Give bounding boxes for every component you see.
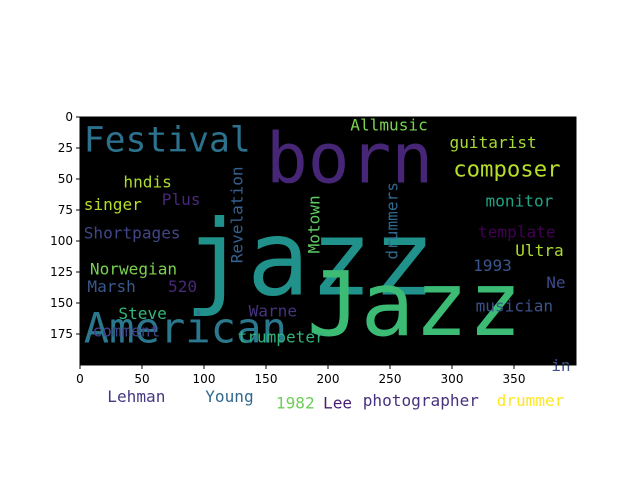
word-steve: Steve — [118, 304, 166, 323]
y-tick-label: 100 — [50, 234, 73, 248]
y-axis: 0 25 50 75 100 125 150 175 — [50, 110, 80, 341]
word-ultra: Ultra — [515, 241, 563, 260]
word-musician: musician — [476, 297, 554, 316]
word-1982: 1982 — [276, 393, 315, 412]
y-tick-label: 125 — [50, 265, 73, 279]
x-tick-label: 350 — [503, 372, 526, 386]
y-tick-label: 0 — [65, 110, 73, 124]
word-trumpeter: trumpeter — [238, 328, 326, 347]
word-shortpages: Shortpages — [84, 224, 181, 243]
x-tick-label: 200 — [317, 372, 340, 386]
word-lee: Lee — [323, 393, 352, 412]
x-tick-label: 50 — [134, 372, 149, 386]
word-motown: Motown — [304, 195, 323, 253]
word-american: American — [84, 304, 287, 353]
x-tick-label: 150 — [255, 372, 278, 386]
word-festival: Festival — [84, 121, 251, 161]
word-born: born — [266, 120, 433, 200]
x-tick-label: 100 — [193, 372, 216, 386]
word-guitarist: guitarist — [450, 133, 537, 152]
x-tick-label: 300 — [441, 372, 464, 386]
x-tick-label: 250 — [379, 372, 402, 386]
word-revelation: Revelation — [227, 166, 246, 263]
word-jazz: jazz — [184, 197, 435, 319]
y-tick-label: 175 — [50, 327, 73, 341]
word-warne: Warne — [249, 302, 297, 321]
word-ne: Ne — [546, 273, 565, 292]
y-tick-label: 25 — [58, 141, 73, 155]
word-photographer: photographer — [363, 391, 480, 410]
word-in: in — [551, 356, 570, 375]
word-singer: singer — [84, 195, 142, 214]
x-axis: 0 50 100 150 200 250 300 350 — [76, 365, 525, 386]
word-norwegian: Norwegian — [90, 260, 177, 279]
plot-background — [80, 117, 576, 365]
word-comment: comment — [92, 322, 160, 341]
word-drummers: drummers — [382, 182, 401, 260]
word-520: 520 — [168, 277, 197, 296]
y-tick-label: 150 — [50, 296, 73, 310]
y-tick-label: 75 — [58, 203, 73, 217]
word-template: template — [478, 222, 556, 241]
word-1993: 1993 — [473, 256, 512, 275]
word-young: Young — [205, 387, 253, 406]
word-marsh: Marsh — [87, 277, 135, 296]
word-monitor: monitor — [486, 191, 554, 210]
x-tick-label: 0 — [76, 372, 84, 386]
word-lehman: Lehman — [107, 387, 165, 406]
word-plus: Plus — [162, 190, 201, 209]
word-drummer: drummer — [497, 391, 565, 410]
y-tick-label: 50 — [58, 172, 73, 186]
word-jazz: Jazz — [307, 253, 522, 357]
word-hndis: hndis — [123, 173, 171, 192]
word-allmusic: Allmusic — [350, 116, 428, 135]
word-composer: composer — [453, 157, 560, 183]
